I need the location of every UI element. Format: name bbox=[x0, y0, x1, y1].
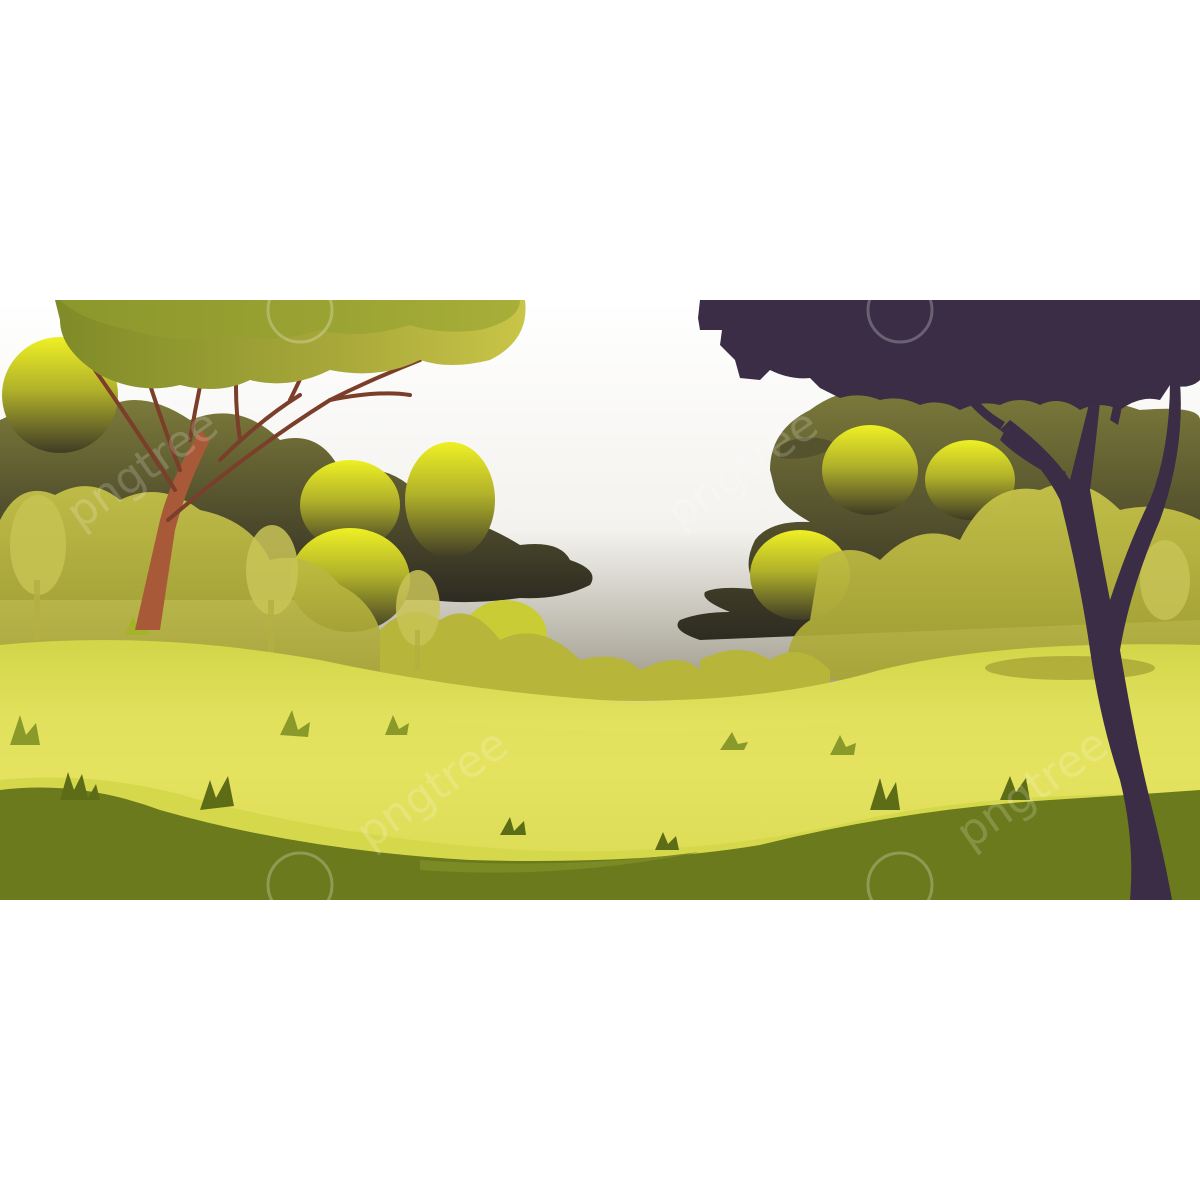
left-tree bbox=[55, 300, 526, 630]
watermark-logos bbox=[266, 300, 934, 900]
right-tree-trunk bbox=[1000, 380, 1181, 900]
right-tree bbox=[698, 300, 1200, 900]
tree-shadow bbox=[985, 656, 1155, 680]
right-tree-canopy bbox=[698, 300, 1200, 410]
grass-tufts bbox=[10, 617, 1030, 850]
left-tree-trunk bbox=[135, 430, 210, 630]
scene-frame: pngtree pngtree pngtree pngtree bbox=[0, 300, 1200, 900]
meadow bbox=[0, 640, 1200, 900]
foreground-ground bbox=[0, 787, 1200, 900]
